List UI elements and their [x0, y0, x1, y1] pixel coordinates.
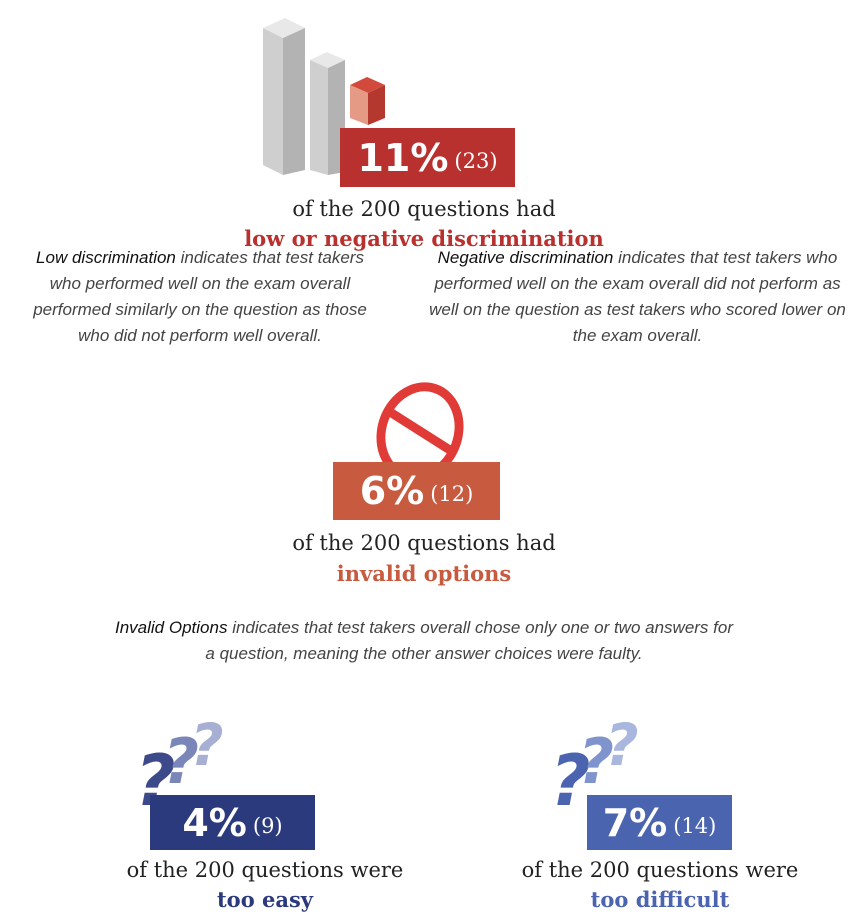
count: (23) [454, 148, 498, 173]
count: (9) [252, 813, 283, 838]
stat-line: of the 200 questions were [126, 858, 404, 882]
svg-text:?: ? [163, 725, 199, 798]
stat-box: 7% (14) [587, 795, 732, 850]
count: (12) [430, 482, 474, 506]
term: Negative discrimination [437, 248, 614, 267]
definition: Invalid Options indicates that test take… [114, 615, 734, 667]
stat-highlight: too easy [216, 887, 314, 912]
percent: 11% [357, 135, 449, 180]
stat-line: of the 200 questions had [292, 531, 556, 555]
term: Low discrimination [36, 248, 176, 267]
percent: 7% [602, 800, 668, 845]
svg-text:?: ? [605, 711, 639, 779]
count: (14) [673, 813, 717, 838]
definition-text: indicates that test takers overall chose… [205, 618, 733, 663]
term: Invalid Options [115, 618, 228, 637]
svg-text:?: ? [550, 740, 591, 815]
percent: 6% [359, 469, 425, 513]
question-icon: ? ? ? [550, 711, 639, 815]
svg-text:?: ? [578, 725, 614, 798]
stat-line: of the 200 questions were [521, 858, 799, 882]
stat-box: 6% (12) [333, 462, 500, 520]
stat-line: of the 200 questions had [292, 197, 556, 221]
definition-text: indicates that test takers who performed… [33, 248, 367, 345]
definition: Low discrimination indicates that test t… [20, 245, 380, 349]
definition-text: indicates that test takers who performed… [429, 248, 846, 345]
bars-icon [263, 18, 385, 175]
stat-box: 4% (9) [150, 795, 315, 850]
percent: 4% [182, 800, 247, 845]
definition: Negative discrimination indicates that t… [425, 245, 848, 349]
stat-highlight: invalid options [336, 561, 512, 586]
no-icon [376, 382, 464, 472]
stat-box: 11% (23) [340, 128, 515, 187]
stat-highlight: too difficult [590, 887, 730, 912]
stat-highlight: low or negative discrimination [244, 226, 604, 251]
svg-text:?: ? [190, 711, 224, 779]
